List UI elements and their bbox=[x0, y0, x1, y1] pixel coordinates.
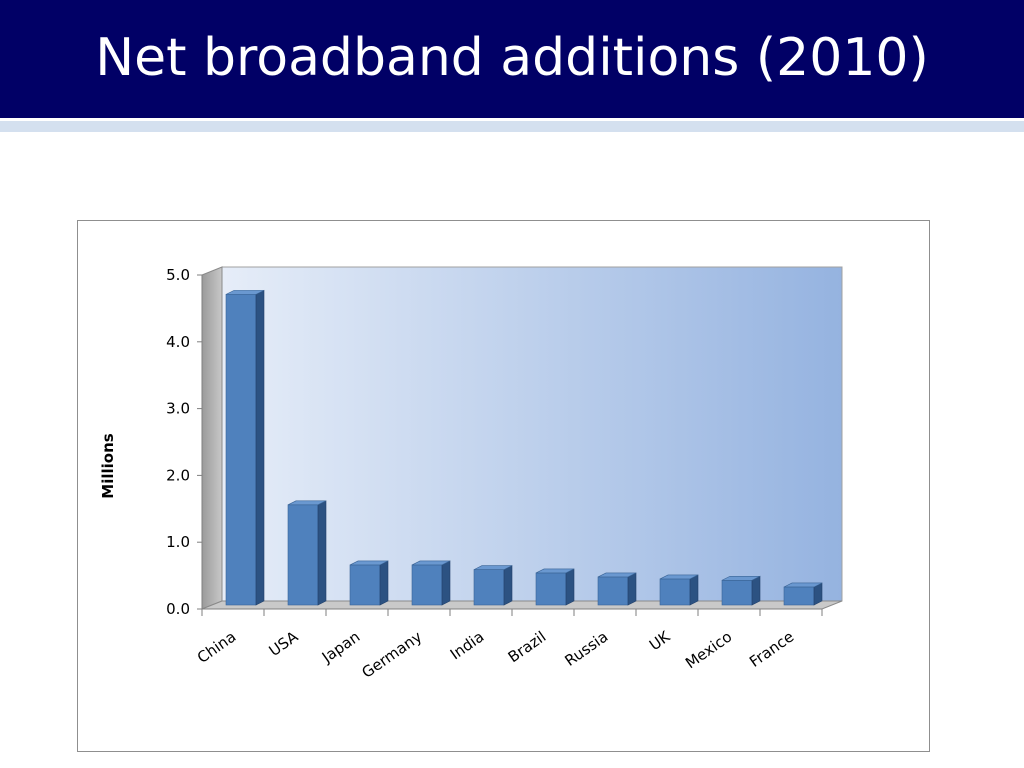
x-tick-label: France bbox=[746, 628, 797, 671]
bar-usa bbox=[287, 500, 327, 606]
bar-front-face bbox=[721, 579, 753, 606]
y-tick-label: 5.0 bbox=[166, 266, 190, 284]
bar-top-face bbox=[473, 565, 513, 570]
x-tick-label: India bbox=[447, 628, 487, 664]
bar-germany bbox=[411, 560, 451, 606]
bar-front-face bbox=[597, 576, 629, 606]
bar-india bbox=[473, 565, 513, 606]
x-tick-label: UK bbox=[646, 627, 674, 654]
title-bar: Net broadband additions (2010) bbox=[0, 0, 1024, 118]
y-tick-label: 2.0 bbox=[166, 466, 190, 484]
bar-side-face bbox=[317, 500, 327, 606]
bar-china bbox=[225, 289, 265, 606]
bar-front-face bbox=[225, 294, 257, 606]
y-axis-title: Millions bbox=[99, 433, 117, 498]
bar-top-face bbox=[287, 500, 327, 506]
bar-top-face bbox=[349, 560, 389, 566]
bar-france bbox=[783, 582, 823, 606]
y-tick-label: 1.0 bbox=[166, 533, 190, 551]
bar-side-face bbox=[379, 560, 389, 606]
y-tick-label: 3.0 bbox=[166, 400, 190, 418]
bar-russia bbox=[597, 572, 637, 606]
y-tick-label: 4.0 bbox=[166, 333, 190, 351]
title-stripe bbox=[0, 121, 1024, 132]
bar-top-face bbox=[659, 574, 699, 580]
bar-brazil bbox=[535, 568, 575, 606]
bar-top-face bbox=[535, 568, 575, 574]
x-tick-label: Mexico bbox=[682, 628, 735, 673]
bar-side-face bbox=[565, 568, 575, 606]
x-tick-label: USA bbox=[266, 627, 302, 660]
bar-side-face bbox=[255, 289, 265, 606]
x-tick-label: Germany bbox=[358, 627, 425, 681]
bar-mexico bbox=[721, 575, 761, 606]
plot-side-wall bbox=[201, 266, 223, 610]
bar-side-face bbox=[627, 572, 637, 606]
x-tick-label: Russia bbox=[561, 628, 611, 670]
bar-top-face bbox=[783, 582, 823, 588]
bar-side-face bbox=[689, 574, 699, 606]
bar-top-face bbox=[411, 560, 451, 566]
bar-front-face bbox=[535, 572, 567, 606]
bar-front-face bbox=[473, 569, 505, 606]
y-tick-label: 0.0 bbox=[166, 600, 190, 618]
bar-front-face bbox=[411, 564, 443, 606]
bar-uk bbox=[659, 574, 699, 606]
x-tick-label: Brazil bbox=[505, 628, 550, 667]
bar-top-face bbox=[225, 290, 265, 295]
bar-side-face bbox=[751, 575, 761, 606]
bar-front-face bbox=[783, 586, 815, 606]
bar-front-face bbox=[287, 504, 319, 606]
x-tick-label: Japan bbox=[318, 628, 363, 667]
x-tick-label: China bbox=[194, 628, 239, 667]
bar-front-face bbox=[349, 564, 381, 606]
bar-front-face bbox=[659, 578, 691, 606]
bar-top-face bbox=[721, 575, 761, 581]
bar-top-face bbox=[597, 572, 637, 578]
bar-side-face bbox=[503, 565, 513, 606]
bar-side-face bbox=[441, 560, 451, 606]
bar-japan bbox=[349, 560, 389, 606]
slide-title: Net broadband additions (2010) bbox=[95, 28, 929, 88]
